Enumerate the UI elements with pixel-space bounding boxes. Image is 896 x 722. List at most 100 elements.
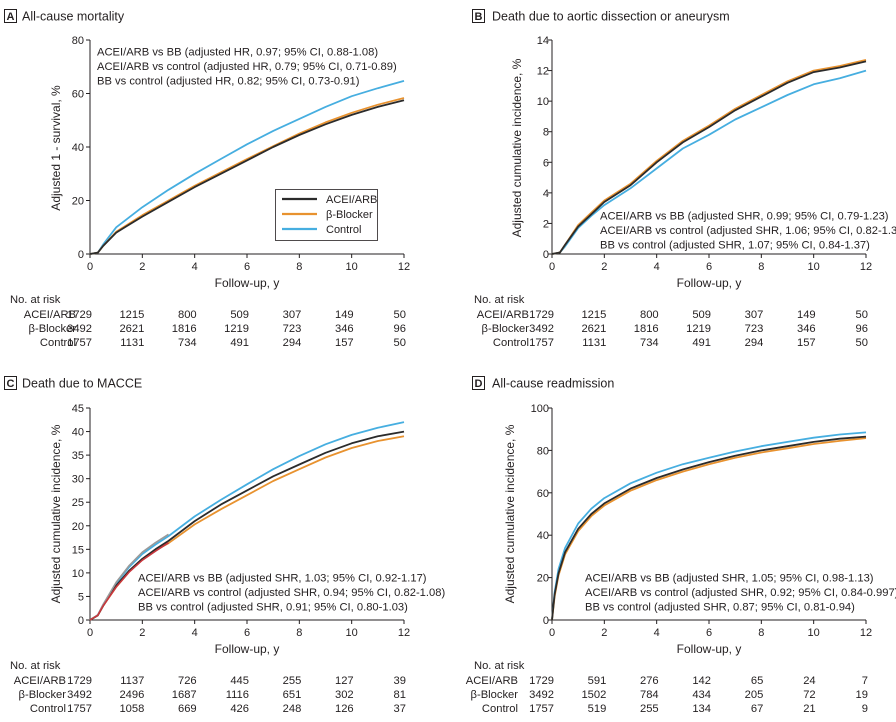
risk-value: 294 [283, 337, 302, 349]
panel-c: C Death due to MACCE 0 2 4 6 8 10 12 0 5 10 15 20 25… [4, 376, 445, 715]
risk-value: 669 [178, 703, 197, 715]
axes: 0 2 4 6 8 10 12 0 20 40 60 80 [72, 35, 410, 273]
y-tick-label: 2 [543, 218, 549, 230]
risk-value: 294 [745, 337, 764, 349]
series-lines [89, 421, 405, 621]
risk-value: 72 [803, 689, 815, 701]
y-tick-label: 10 [72, 568, 84, 580]
y-tick-label: 5 [78, 591, 84, 603]
risk-value: 126 [335, 703, 354, 715]
risk-value: 157 [797, 337, 816, 349]
risk-value: 2621 [119, 323, 144, 335]
y-tick-label: 6 [543, 157, 549, 169]
risk-value: 1116 [226, 689, 249, 701]
x-tick-label: 10 [808, 261, 820, 273]
series-lines [551, 59, 867, 255]
y-tick-label: 10 [537, 96, 549, 108]
x-axis-label: Follow-up, y [677, 276, 742, 290]
risk-value: 426 [230, 703, 249, 715]
series-lines [551, 431, 867, 621]
risk-row-label: ACEI/ARB [24, 309, 76, 321]
y-axis-label: Adjusted cumulative incidence, % [49, 424, 63, 603]
x-tick-label: 8 [758, 261, 764, 273]
panel-title: Death due to aortic dissection or aneury… [492, 10, 730, 24]
risk-table: No. at risk ACEI/ARB β-Blocker Control 1… [10, 660, 406, 715]
x-tick-label: 6 [244, 261, 250, 273]
y-tick-label: 0 [543, 615, 549, 627]
y-tick-label: 100 [531, 403, 549, 415]
risk-row-label: Control [482, 703, 518, 715]
risk-value: 39 [394, 675, 406, 687]
x-axis-label: Follow-up, y [677, 642, 742, 656]
risk-value: 1729 [67, 675, 92, 687]
risk-row-label: Control [493, 337, 529, 349]
annotation-line: ACEI/ARB vs BB (adjusted SHR, 1.03; 95% … [138, 573, 427, 585]
legend: ACEI/ARB β-Blocker Control [275, 189, 378, 241]
risk-value: 734 [640, 337, 659, 349]
risk-value: 255 [640, 703, 659, 715]
x-tick-label: 2 [601, 261, 607, 273]
risk-value: 24 [803, 675, 815, 687]
risk-row-label: ACEI/ARB [466, 675, 518, 687]
panel-b: B Death due to aortic dissection or aneu… [472, 9, 896, 349]
risk-value: 205 [745, 689, 764, 701]
panel-letter-box [4, 376, 17, 390]
risk-header: No. at risk [474, 294, 525, 306]
risk-value: 1729 [529, 309, 554, 321]
risk-value: 302 [335, 689, 354, 701]
x-tick-label: 4 [192, 261, 198, 273]
risk-value: 346 [797, 323, 816, 335]
risk-value: 434 [692, 689, 711, 701]
risk-value: 1757 [67, 337, 92, 349]
risk-header: No. at risk [10, 660, 61, 672]
risk-value: 157 [335, 337, 354, 349]
axes: 0 2 4 6 8 10 12 0 2 4 6 8 10 12 14 [537, 35, 872, 273]
annotation-line: BB vs control (adjusted HR, 0.82; 95% CI… [97, 76, 360, 88]
risk-value: 1729 [67, 309, 92, 321]
x-tick-label: 0 [549, 627, 555, 639]
risk-row-label: β-Blocker [482, 323, 530, 335]
risk-table: No. at risk ACEI/ARB β-Blocker Control 1… [10, 294, 406, 349]
risk-value: 149 [797, 309, 816, 321]
x-tick-label: 10 [808, 627, 820, 639]
x-tick-label: 4 [654, 261, 660, 273]
risk-value: 509 [230, 309, 249, 321]
risk-value: 491 [230, 337, 249, 349]
risk-value: 2496 [119, 689, 144, 701]
risk-value: 3492 [529, 689, 554, 701]
risk-value: 723 [283, 323, 302, 335]
risk-header: No. at risk [474, 660, 525, 672]
risk-row-label: β-Blocker [471, 689, 519, 701]
annotation-line: BB vs control (adjusted SHR, 0.87; 95% C… [585, 602, 855, 614]
annotation-line: ACEI/ARB vs control (adjusted SHR, 0.92;… [585, 587, 896, 599]
x-tick-label: 6 [706, 261, 712, 273]
x-tick-label: 12 [860, 261, 872, 273]
x-axis-label: Follow-up, y [215, 276, 280, 290]
risk-row-label: Control [40, 337, 76, 349]
x-tick-label: 8 [758, 627, 764, 639]
panel-letter: C [7, 378, 15, 390]
risk-value: 1215 [119, 309, 144, 321]
y-tick-label: 20 [72, 196, 84, 208]
panel-letter-box [4, 9, 17, 23]
panel-letter: A [7, 11, 15, 23]
axes: 0 2 4 6 8 10 12 0 20 40 60 80 100 [531, 403, 872, 639]
series-line-acei [89, 99, 405, 255]
annotation-block: ACEI/ARB vs BB (adjusted HR, 0.97; 95% C… [97, 47, 397, 88]
risk-value: 67 [751, 703, 763, 715]
risk-value: 1058 [119, 703, 144, 715]
risk-value: 591 [588, 675, 607, 687]
y-tick-label: 30 [72, 474, 84, 486]
annotation-block: ACEI/ARB vs BB (adjusted SHR, 1.03; 95% … [138, 573, 445, 614]
panel-letter: B [475, 11, 483, 23]
y-axis-label: Adjusted 1 - survival, % [49, 85, 63, 211]
risk-value: 50 [394, 309, 406, 321]
risk-value: 96 [856, 323, 868, 335]
risk-row-label: Control [30, 703, 66, 715]
risk-value: 307 [283, 309, 302, 321]
risk-value: 1137 [120, 675, 144, 687]
panel-title: All-cause readmission [492, 377, 614, 391]
risk-value: 81 [394, 689, 406, 701]
annotation-block: ACEI/ARB vs BB (adjusted SHR, 0.99; 95% … [600, 211, 896, 252]
risk-value: 1816 [634, 323, 659, 335]
